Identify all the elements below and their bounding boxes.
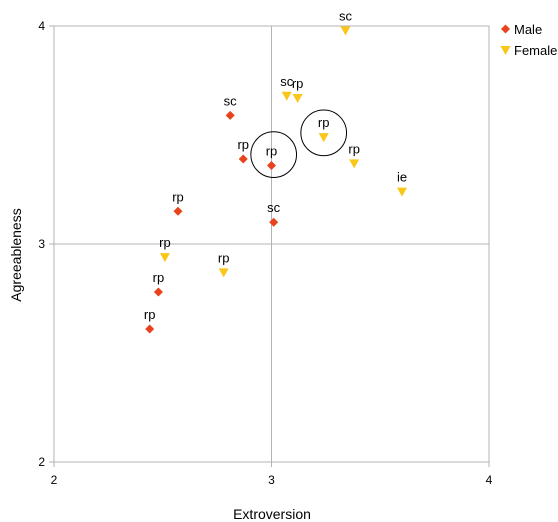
legend-male-marker — [501, 24, 510, 34]
point-label: rp — [172, 189, 184, 204]
male-point — [267, 161, 276, 171]
point-label: rp — [218, 250, 230, 265]
point-label: sc — [267, 200, 281, 215]
legend-female-marker — [500, 46, 511, 55]
point-label: rp — [144, 307, 156, 322]
male-point — [238, 154, 248, 164]
female-point — [318, 133, 329, 143]
point-label: rp — [159, 235, 171, 250]
female-point — [292, 93, 303, 103]
highlight-circle — [300, 109, 348, 157]
male-point — [173, 206, 183, 216]
y-tick-label: 4 — [38, 19, 45, 33]
point-label: rp — [292, 76, 304, 91]
point-label: rp — [266, 144, 278, 159]
point-label: rp — [153, 270, 165, 285]
point-label: rp — [318, 115, 330, 130]
male-point — [153, 287, 163, 297]
male-point — [145, 324, 155, 334]
x-tick-label: 4 — [486, 473, 493, 487]
female-point — [349, 159, 360, 169]
female-point — [218, 268, 229, 278]
highlight-circle-layer — [250, 109, 348, 178]
legend-female-label: Female — [514, 43, 557, 58]
x-axis-title: Extroversion — [233, 506, 311, 522]
y-tick-label: 3 — [38, 237, 45, 251]
x-tick-label: 3 — [268, 473, 275, 487]
male-point — [269, 217, 279, 227]
grid-layer — [53, 25, 490, 463]
female-point — [159, 253, 170, 263]
female-point — [397, 187, 407, 197]
point-label: ie — [397, 170, 407, 185]
y-tick-label: 2 — [38, 455, 45, 469]
data-points-layer — [145, 26, 407, 334]
x-tick-label: 2 — [51, 473, 58, 487]
point-label: rp — [348, 141, 360, 156]
female-point — [281, 91, 292, 101]
point-label: sc — [339, 8, 353, 23]
male-point — [225, 110, 235, 120]
point-label: sc — [224, 93, 238, 108]
point-label: rp — [237, 137, 249, 152]
female-point — [340, 26, 351, 36]
legend: Male Female — [500, 22, 557, 58]
highlight-circle — [250, 131, 298, 178]
legend-male-label: Male — [514, 22, 542, 37]
y-axis-title: Agreeableness — [8, 208, 24, 301]
point-label: sc — [280, 74, 294, 89]
tick-layer: 2 3 4 2 3 4 — [38, 19, 492, 487]
